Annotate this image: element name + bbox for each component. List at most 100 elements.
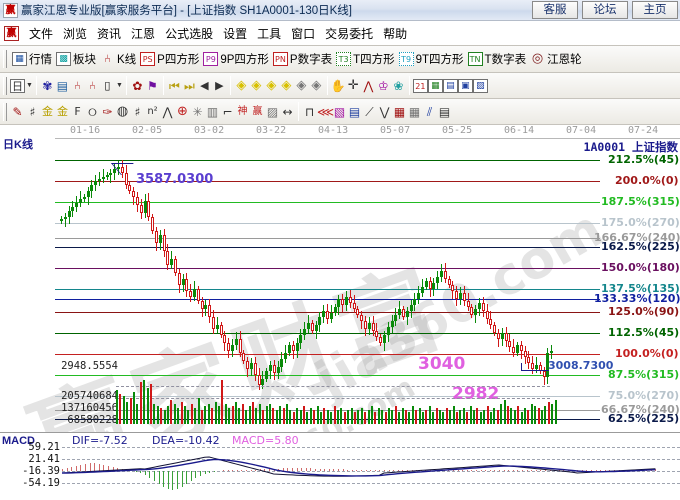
grid-dense-icon[interactable]: ▨ <box>266 104 279 119</box>
menu-item-settings[interactable]: 设置 <box>223 26 248 41</box>
gold-fan2-icon[interactable]: 金 <box>57 104 68 118</box>
gann-wheel-button[interactable]: ◎ 江恩轮 <box>531 51 582 67</box>
dia-right-icon[interactable]: ◈ <box>251 77 262 93</box>
box-arrow-icon[interactable]: ▤ <box>348 104 361 119</box>
menu-item-tools[interactable]: 工具 <box>257 26 282 41</box>
homepage-button[interactable]: 主页 <box>632 1 678 19</box>
calendar-icon[interactable]: 日 <box>10 78 25 93</box>
candle-body <box>295 343 299 351</box>
menu-item-trade[interactable]: 交易委托 <box>325 26 374 41</box>
customer-service-button[interactable]: 客服 <box>532 1 578 19</box>
candle-body <box>516 345 519 353</box>
gann-level-label: 137.5%(135) <box>601 282 680 295</box>
circle-hash-icon[interactable]: ◍ <box>116 103 129 119</box>
star-burst-icon[interactable]: ✳ <box>192 104 203 119</box>
volume-bar <box>313 410 316 424</box>
candle-body <box>101 177 105 179</box>
arrow-span-icon[interactable]: ↔ <box>282 104 293 119</box>
spiral-icon[interactable]: ୦ <box>88 104 97 119</box>
fan-lines-icon[interactable]: ⋘ <box>317 104 335 119</box>
dropdown-caret-icon2[interactable]: ▼ <box>115 82 123 89</box>
calc-icon[interactable]: ▦ <box>427 78 443 93</box>
forum-button[interactable]: 论坛 <box>582 1 628 19</box>
misc-icon[interactable]: ▨ <box>472 78 488 93</box>
candle-icon[interactable]: ▯ <box>104 78 111 92</box>
pen2-icon[interactable]: ✑ <box>102 104 113 119</box>
box-icon[interactable]: ▥ <box>206 104 219 119</box>
polyline-icon[interactable]: ⋀ <box>363 78 374 93</box>
menu-item-window[interactable]: 窗口 <box>291 26 316 41</box>
t-number-table-button[interactable]: TN T数字表 <box>466 48 529 70</box>
zigzag-icon[interactable]: ⋁ <box>379 104 390 119</box>
p-square-button[interactable]: PS P四方形 <box>138 48 201 70</box>
menu-item-browse[interactable]: 浏览 <box>63 26 88 41</box>
macd-panel[interactable]: MACD DIF=-7.52 DEA=-10.42 MACD=5.80 59.2… <box>0 432 680 500</box>
candle-body <box>398 309 402 315</box>
9p-square-button[interactable]: P9 9P四方形 <box>201 48 271 70</box>
rect-icon[interactable]: ⊓ <box>304 104 315 119</box>
volume-bar <box>391 410 394 424</box>
knot-icon[interactable]: ✿ <box>132 78 143 93</box>
dia-plus-icon[interactable]: ◈ <box>311 77 322 93</box>
menu-item-help[interactable]: 帮助 <box>383 26 408 41</box>
pen-icon[interactable]: ✎ <box>12 104 23 119</box>
shen-icon[interactable]: 神 <box>237 105 248 117</box>
fib-f-icon[interactable]: F <box>74 104 81 118</box>
dia-star-icon[interactable]: ◈ <box>281 77 292 93</box>
volume-bar <box>520 412 523 424</box>
crosshair-icon[interactable]: ✛ <box>347 77 359 93</box>
target-icon[interactable]: ⊕ <box>177 103 188 119</box>
toolbar-grip-3[interactable] <box>3 102 7 121</box>
macd-histogram-bar <box>351 470 353 471</box>
grid-table2-icon[interactable]: ▦ <box>408 104 421 119</box>
candle-body <box>546 353 550 377</box>
angle-icon[interactable]: ⋀ <box>162 104 173 119</box>
n2-icon[interactable]: n² <box>147 105 158 117</box>
ying-icon[interactable]: 赢 <box>252 105 263 117</box>
slope-icon[interactable]: ⟋ <box>365 104 374 119</box>
volume-panel[interactable]: 2948.5554 205740684 137160456 68580228 <box>0 360 680 428</box>
grid-hash-icon[interactable]: ♯ <box>29 104 36 119</box>
volume-bar <box>551 404 554 424</box>
first-icon[interactable]: ⏮ <box>168 78 180 93</box>
dia-left-icon[interactable]: ◈ <box>236 77 247 93</box>
p-number-table-button[interactable]: PN P数字表 <box>271 48 334 70</box>
grid-table-icon[interactable]: ▦ <box>393 104 406 119</box>
t-square-button[interactable]: T3 T四方形 <box>334 48 397 70</box>
next-icon[interactable]: ▶ <box>215 78 224 92</box>
flag-icon[interactable]: ⚑ <box>146 78 158 93</box>
blocks-button[interactable]: ▩ 板块 <box>54 48 98 70</box>
parallel-icon[interactable]: ⫽ <box>426 104 433 119</box>
menu-item-file[interactable]: 文件 <box>29 26 54 41</box>
wave9-icon[interactable]: ⑃ <box>89 78 96 92</box>
brain-icon[interactable]: ❀ <box>393 78 404 93</box>
chart-area[interactable]: 赢家财富 jia360.com www.yingjia360.com QQ:10… <box>0 125 680 500</box>
quote-button[interactable]: ▦ 行情 <box>10 48 54 70</box>
prev-icon[interactable]: ◀ <box>200 78 209 92</box>
dropdown-caret-icon[interactable]: ▼ <box>26 82 33 89</box>
toolbar-grip-2[interactable] <box>3 76 7 95</box>
dia-cross-icon[interactable]: ◈ <box>296 77 307 93</box>
menu-item-news[interactable]: 资讯 <box>97 26 122 41</box>
gold-fan1-icon[interactable]: 金 <box>42 104 53 118</box>
crown-icon[interactable]: ♔ <box>377 78 389 93</box>
save-icon[interactable]: ▣ <box>457 78 473 93</box>
menu-item-gann[interactable]: 江恩 <box>131 26 156 41</box>
step-icon[interactable]: ⌐ <box>222 104 233 119</box>
box-diag-icon[interactable]: ▧ <box>333 104 346 119</box>
last-icon[interactable]: ⏭ <box>183 78 195 93</box>
wave3-icon[interactable]: ⑃ <box>74 78 81 92</box>
9t-square-button[interactable]: T9 9T四方形 <box>397 48 466 70</box>
tangle-icon[interactable]: ✾ <box>42 78 53 93</box>
toolbar-grip[interactable] <box>3 50 7 68</box>
more-icon[interactable]: ▤ <box>438 104 451 119</box>
hand-icon[interactable]: ✋ <box>330 78 346 93</box>
clipboard-icon[interactable]: ▤ <box>56 78 69 93</box>
calendar21-icon[interactable]: 21 <box>412 78 428 93</box>
gann-level-label: 75.0%(270) <box>608 389 680 402</box>
menu-item-formula[interactable]: 公式选股 <box>165 26 214 41</box>
report-icon[interactable]: ▤ <box>442 78 458 93</box>
dia-both-icon[interactable]: ◈ <box>266 77 277 93</box>
hash2-icon[interactable]: ♯ <box>134 104 141 119</box>
kline-button[interactable]: ⑃ K线 <box>98 48 138 70</box>
